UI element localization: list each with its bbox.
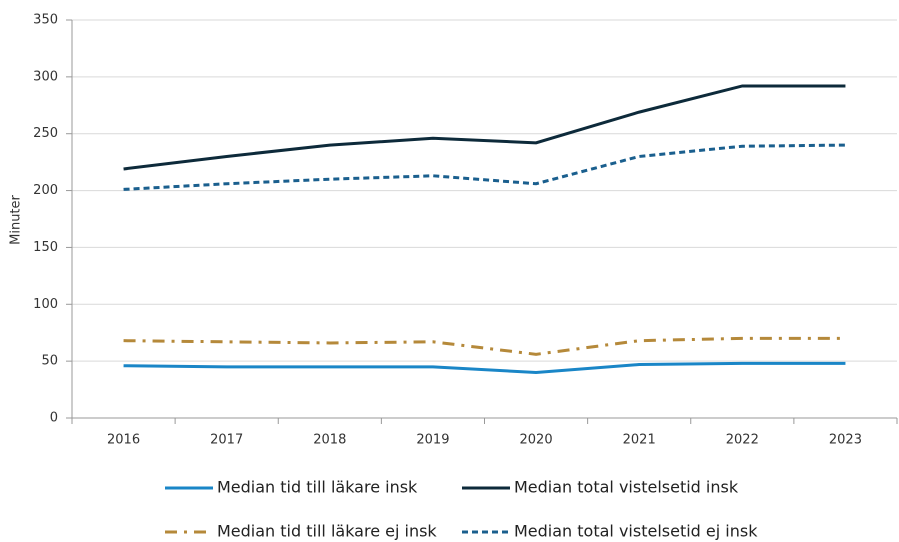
legend-label: Median tid till läkare insk <box>217 478 418 497</box>
y-axis-label: Minuter <box>9 194 24 244</box>
legend: Median tid till läkare insk Median total … <box>165 478 758 541</box>
x-tick-label: 2021 <box>623 433 656 448</box>
y-tick-label: 350 <box>33 13 58 28</box>
x-tick-label: 2020 <box>520 433 553 448</box>
y-tick-label: 150 <box>33 240 58 255</box>
series-line <box>123 84 846 171</box>
legend-label: Median tid till läkare ej insk <box>217 522 437 541</box>
y-tick-label: 200 <box>33 183 58 198</box>
y-tick-label: 300 <box>33 69 58 84</box>
x-tick-label: 2023 <box>829 433 862 448</box>
series-line <box>123 143 846 191</box>
x-tick-label: 2017 <box>210 433 243 448</box>
x-tick-label: 2022 <box>726 433 759 448</box>
legend-label: Median total vistelsetid ej insk <box>514 522 758 541</box>
series-line <box>123 336 846 356</box>
y-tick-label: 250 <box>33 126 58 141</box>
x-tick-label: 2018 <box>313 433 346 448</box>
y-tick-label: 0 <box>50 411 58 426</box>
legend-label: Median total vistelsetid insk <box>514 478 739 497</box>
y-tick-label: 100 <box>33 297 58 312</box>
series-line <box>123 361 846 375</box>
y-tick-label: 50 <box>41 354 58 369</box>
x-tick-label: 2016 <box>107 433 140 448</box>
x-tick-label: 2019 <box>416 433 449 448</box>
